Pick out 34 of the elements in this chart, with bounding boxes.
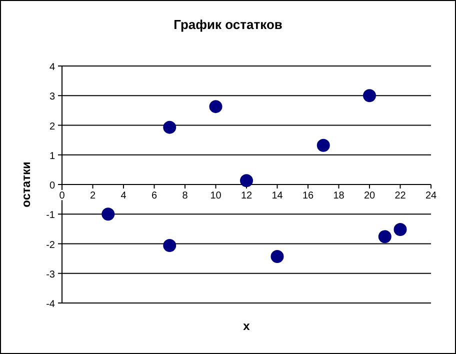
x-tick-label: 2 xyxy=(90,190,96,202)
point xyxy=(240,174,253,188)
y-tick-label: 0 xyxy=(49,180,56,192)
y-tick-label: -2 xyxy=(46,240,56,251)
y-tick-label: -1 xyxy=(46,210,56,222)
point xyxy=(316,138,330,152)
y-tick-label: -4 xyxy=(46,299,56,310)
x-tick-label: 12 xyxy=(240,190,252,202)
x-tick-label: 18 xyxy=(333,190,345,202)
x-tick-label: 8 xyxy=(182,190,188,202)
point xyxy=(209,100,222,114)
point xyxy=(163,239,176,252)
x-tick-label: 22 xyxy=(394,190,406,202)
chart-title: График остатков xyxy=(174,17,282,32)
x-tick-label: 4 xyxy=(120,190,127,202)
point xyxy=(378,230,392,244)
x-tick-label: 16 xyxy=(302,190,314,202)
point xyxy=(163,120,176,134)
x-tick-label: 24 xyxy=(425,190,437,202)
y-tick-label: 1 xyxy=(49,150,56,162)
point xyxy=(270,250,284,263)
y-axis-title: остатки xyxy=(19,162,33,208)
point xyxy=(394,223,407,236)
x-axis-title: x xyxy=(243,319,250,333)
y-tick-label: -3 xyxy=(46,269,56,280)
point xyxy=(102,208,115,221)
y-tick-label: 3 xyxy=(49,92,56,103)
y-tick-label: 4 xyxy=(49,62,56,73)
y-tick-label: 2 xyxy=(49,121,56,132)
x-tick-label: 6 xyxy=(151,190,158,202)
x-tick-label: 14 xyxy=(272,190,284,202)
x-tick-label: 20 xyxy=(364,190,376,202)
point xyxy=(363,89,376,102)
x-tick-label: 10 xyxy=(210,190,222,202)
